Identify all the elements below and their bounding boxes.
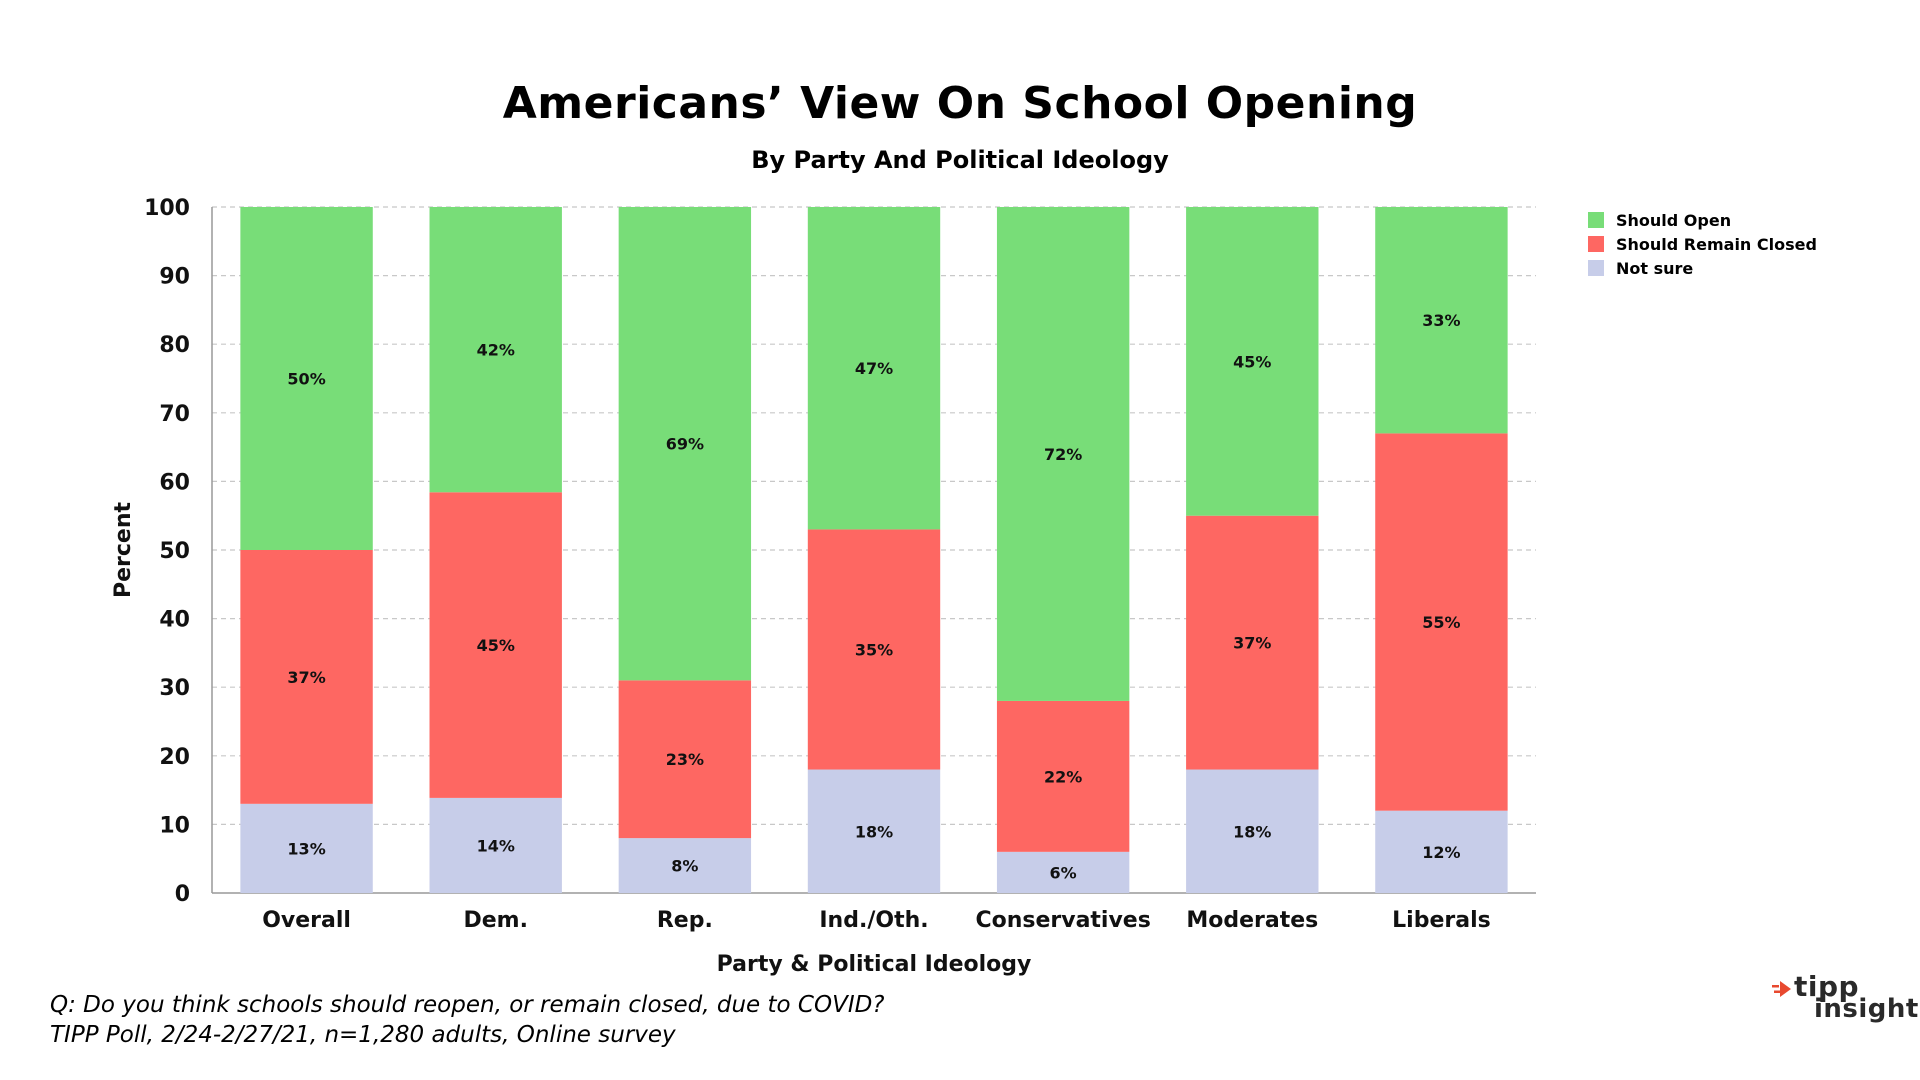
bar-should-open-6 [1375,207,1508,434]
y-tick-label-10: 10 [159,813,190,838]
data-label-should-remain-closed-2: 23% [666,750,704,769]
bar-should-remain-closed-3 [807,529,941,770]
bar-not-sure-2 [618,838,752,893]
data-label-not-sure-0: 13% [287,839,325,858]
y-tick-label-40: 40 [159,608,190,633]
legend-label-should-open: Should Open [1616,210,1732,230]
legend-label-should-remain-closed: Should Remain Closed [1616,234,1817,254]
legend-item-should-remain-closed: Should Remain Closed [1588,232,1817,256]
data-label-should-open-3: 47% [855,359,893,378]
bar-should-open-0 [240,207,373,550]
data-label-not-sure-3: 18% [855,822,893,841]
bar-should-open-3 [807,207,941,530]
data-label-not-sure-6: 12% [1422,843,1460,862]
data-label-should-open-5: 45% [1233,352,1271,371]
bar-should-open-1 [429,207,562,493]
data-label-should-open-4: 72% [1044,445,1082,464]
y-tick-label-70: 70 [159,402,190,427]
logo-text-insights: insights [1814,994,1920,1024]
data-label-not-sure-1: 14% [477,836,515,855]
data-label-should-remain-closed-3: 35% [855,640,893,659]
legend-item-not-sure: Not sure [1588,256,1817,280]
logo-text-tipp: tipp [1794,970,1860,1003]
bar-should-remain-closed-0 [240,550,373,804]
bar-not-sure-3 [807,769,941,893]
y-tick-label-80: 80 [159,333,190,358]
chart-subtitle: By Party And Political Ideology [751,146,1169,174]
data-label-should-open-2: 69% [666,435,704,454]
data-label-should-remain-closed-1: 45% [477,636,515,655]
data-label-not-sure-4: 6% [1050,863,1077,882]
bar-should-open-4 [996,207,1130,701]
stacked-bar-chart: 0 10 20 30 40 50 60 70 80 90 100 13% 37% 50% Overall 14… [111,196,1536,977]
x-tick-label-1: Dem. [463,908,527,933]
bar-not-sure-1 [429,797,562,893]
bar-should-open-2 [618,207,752,681]
data-label-not-sure-5: 18% [1233,822,1271,841]
data-label-should-remain-closed-4: 22% [1044,767,1082,786]
x-tick-label-0: Overall [262,908,351,933]
logo-arrow-icon [1772,981,1791,997]
chart-title: Americans’ View On School Opening [502,78,1418,129]
bar-should-remain-closed-6 [1375,433,1508,811]
x-tick-label-3: Ind./Oth. [819,908,928,933]
chart-legend: Should Open Should Remain Closed Not sur… [1588,208,1817,280]
x-tick-label-5: Moderates [1186,908,1318,933]
bar-should-open-5 [1186,207,1319,516]
y-tick-label-20: 20 [159,745,190,770]
y-tick-label-90: 90 [159,265,190,290]
bar-should-remain-closed-1 [429,492,562,798]
y-axis-title: Percent [111,502,136,599]
tipp-insights-logo: tipp insights [1772,970,1920,1030]
x-axis-title: Party & Political Ideology [717,952,1032,977]
y-tick-label-0: 0 [175,882,190,907]
footnote: Q: Do you think schools should reopen, o… [50,990,885,1050]
bar-should-remain-closed-4 [996,700,1130,852]
data-label-should-remain-closed-0: 37% [287,668,325,687]
x-tick-label-4: Conservatives [975,908,1150,933]
bar-should-remain-closed-2 [618,680,752,839]
legend-item-should-open: Should Open [1588,208,1817,232]
legend-label-not-sure: Not sure [1616,258,1694,278]
data-label-should-remain-closed-5: 37% [1233,634,1271,653]
x-tick-label-2: Rep. [657,908,713,933]
y-tick-label-100: 100 [144,196,190,221]
data-label-should-open-1: 42% [477,341,515,360]
y-tick-label-60: 60 [159,470,190,495]
bar-should-remain-closed-5 [1186,515,1319,770]
footnote-question: Q: Do you think schools should reopen, o… [50,992,885,1018]
legend-swatch-should-remain-closed [1588,236,1604,252]
bar-not-sure-0 [240,803,373,893]
footnote-source: TIPP Poll, 2/24-2/27/21, n=1,280 adults,… [50,1022,676,1048]
legend-swatch-not-sure [1588,260,1604,276]
bar-not-sure-6 [1375,810,1508,893]
data-label-should-remain-closed-6: 55% [1422,613,1460,632]
legend-swatch-should-open [1588,212,1604,228]
bar-not-sure-5 [1186,769,1319,893]
y-tick-label-50: 50 [159,539,190,564]
data-label-should-open-6: 33% [1422,311,1460,330]
data-label-not-sure-2: 8% [671,857,698,876]
bar-not-sure-4 [996,851,1130,893]
x-tick-label-6: Liberals [1392,908,1491,933]
data-label-should-open-0: 50% [287,370,325,389]
y-tick-label-30: 30 [159,676,190,701]
